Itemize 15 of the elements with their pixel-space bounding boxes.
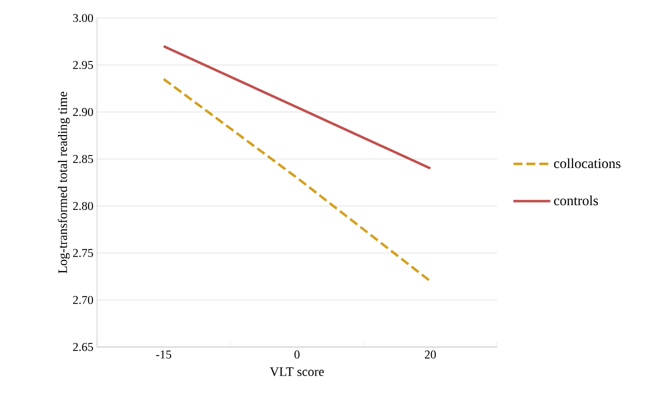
x-tick-label: 0 xyxy=(294,350,300,359)
y-tick-label: 2.85 xyxy=(73,154,94,164)
y-tick-label: 2.75 xyxy=(73,248,94,258)
x-axis-title: VLT score xyxy=(270,367,324,376)
y-tick-label: 2.95 xyxy=(73,60,94,70)
legend-label: controls xyxy=(554,195,598,206)
y-tick-label: 2.70 xyxy=(73,296,94,304)
y-axis-title: Log-transformed total reading time xyxy=(58,92,70,274)
y-tick-label: 2.65 xyxy=(73,342,94,352)
legend-label: collocations xyxy=(554,158,620,168)
x-tick-label: -15 xyxy=(156,350,172,359)
x-tick-label: 20 xyxy=(424,350,436,359)
y-tick-label: 2.80 xyxy=(73,202,94,210)
y-tick-label: 3.00 xyxy=(73,14,94,22)
y-tick-label: 2.90 xyxy=(73,108,94,116)
